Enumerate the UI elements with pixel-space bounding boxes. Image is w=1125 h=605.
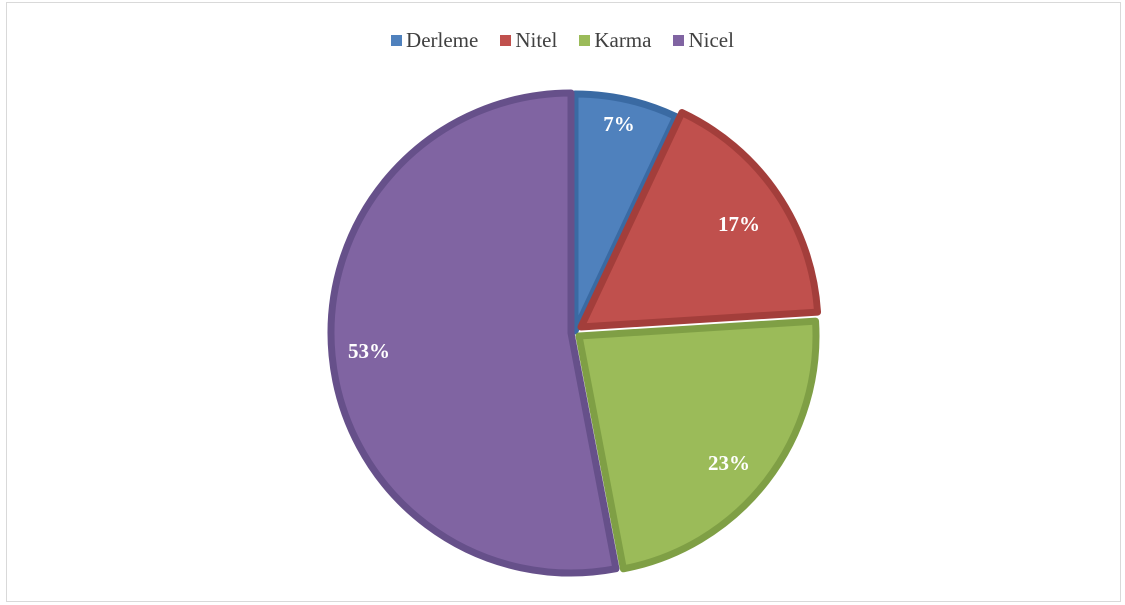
legend-label-nicel: Nicel (688, 28, 734, 52)
legend-item-derleme: Derleme (391, 28, 478, 53)
data-label-nicel: 53% (348, 339, 390, 363)
pie-slice-karma (575, 317, 820, 573)
pie-slice-nitel (577, 109, 822, 331)
chart-legend: Derleme Nitel Karma Nicel (0, 28, 1125, 53)
legend-swatch-nitel (500, 35, 512, 46)
legend-label-karma: Karma (594, 28, 652, 52)
legend-item-nitel: Nitel (500, 28, 557, 53)
legend-swatch-derleme (391, 35, 403, 46)
legend-label-nitel: Nitel (515, 28, 558, 52)
data-label-derleme: 7% (603, 112, 635, 136)
pie-slice-derleme (571, 90, 680, 335)
data-label-nitel: 17% (718, 212, 760, 236)
data-label-karma: 23% (708, 451, 750, 475)
legend-label-derleme: Derleme (406, 28, 479, 52)
legend-swatch-karma (579, 35, 591, 46)
legend-swatch-nicel (673, 35, 685, 46)
pie-slice-nicel (327, 89, 620, 577)
legend-item-karma: Karma (579, 28, 651, 53)
legend-item-nicel: Nicel (673, 28, 734, 53)
